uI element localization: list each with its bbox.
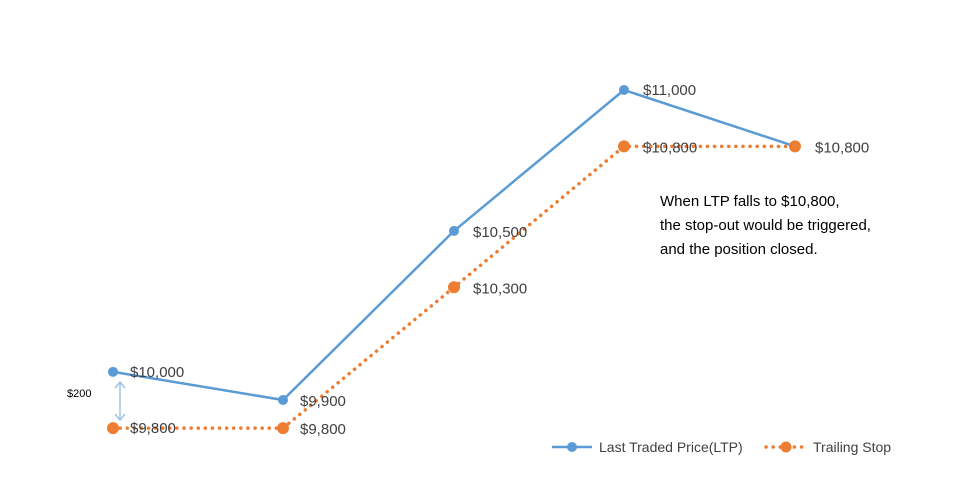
data-point-trailing-stop-3	[448, 281, 460, 294]
legend-marker-ltp	[567, 442, 577, 452]
series-layer	[107, 85, 801, 435]
data-label-ltp-3: $10,500	[473, 224, 527, 241]
data-label-ltp-2: $9,900	[300, 393, 346, 410]
data-label-trailing-stop-5: $10,800	[815, 139, 869, 156]
legend: Last Traded Price(LTP) Trailing Stop	[552, 439, 891, 455]
gap-arrow-head-bottom	[114, 413, 126, 422]
data-point-trailing-stop-2	[277, 422, 289, 435]
data-label-ltp-1: $10,000	[130, 364, 184, 381]
legend-label-ltp: Last Traded Price(LTP)	[599, 439, 743, 455]
data-label-trailing-stop-3: $10,300	[473, 280, 527, 297]
data-point-ltp-1	[108, 366, 118, 377]
data-label-layer: $10,000 $9,900 $10,500 $11,000 $9,800 $9,800 $…	[130, 82, 869, 438]
data-label-trailing-stop-4: $10,800	[643, 139, 697, 156]
data-point-ltp-4	[619, 85, 629, 95]
data-point-ltp-3	[449, 225, 459, 236]
annotation-line-2: the stop-out would be triggered,	[660, 217, 871, 234]
data-point-ltp-2	[278, 395, 288, 405]
annotation-text: When LTP falls to $10,800, the stop-out …	[660, 193, 871, 258]
data-label-trailing-stop-1: $9,800	[130, 420, 176, 437]
gap-annotation: $200	[67, 380, 126, 422]
legend-marker-trailing-stop	[780, 441, 792, 453]
data-point-trailing-stop-5	[789, 140, 801, 153]
data-label-trailing-stop-2: $9,800	[300, 421, 346, 438]
legend-item-ltp: Last Traded Price(LTP)	[552, 439, 743, 455]
gap-arrow-head-top	[114, 380, 126, 389]
gap-label: $200	[67, 388, 91, 400]
data-label-ltp-4: $11,000	[643, 82, 696, 99]
data-point-trailing-stop-4	[618, 140, 630, 153]
data-point-trailing-stop-1	[107, 422, 119, 435]
annotation-line-1: When LTP falls to $10,800,	[660, 193, 840, 210]
annotation-line-3: and the position closed.	[660, 241, 818, 258]
legend-label-trailing-stop: Trailing Stop	[813, 439, 891, 455]
legend-item-trailing-stop: Trailing Stop	[764, 439, 891, 455]
